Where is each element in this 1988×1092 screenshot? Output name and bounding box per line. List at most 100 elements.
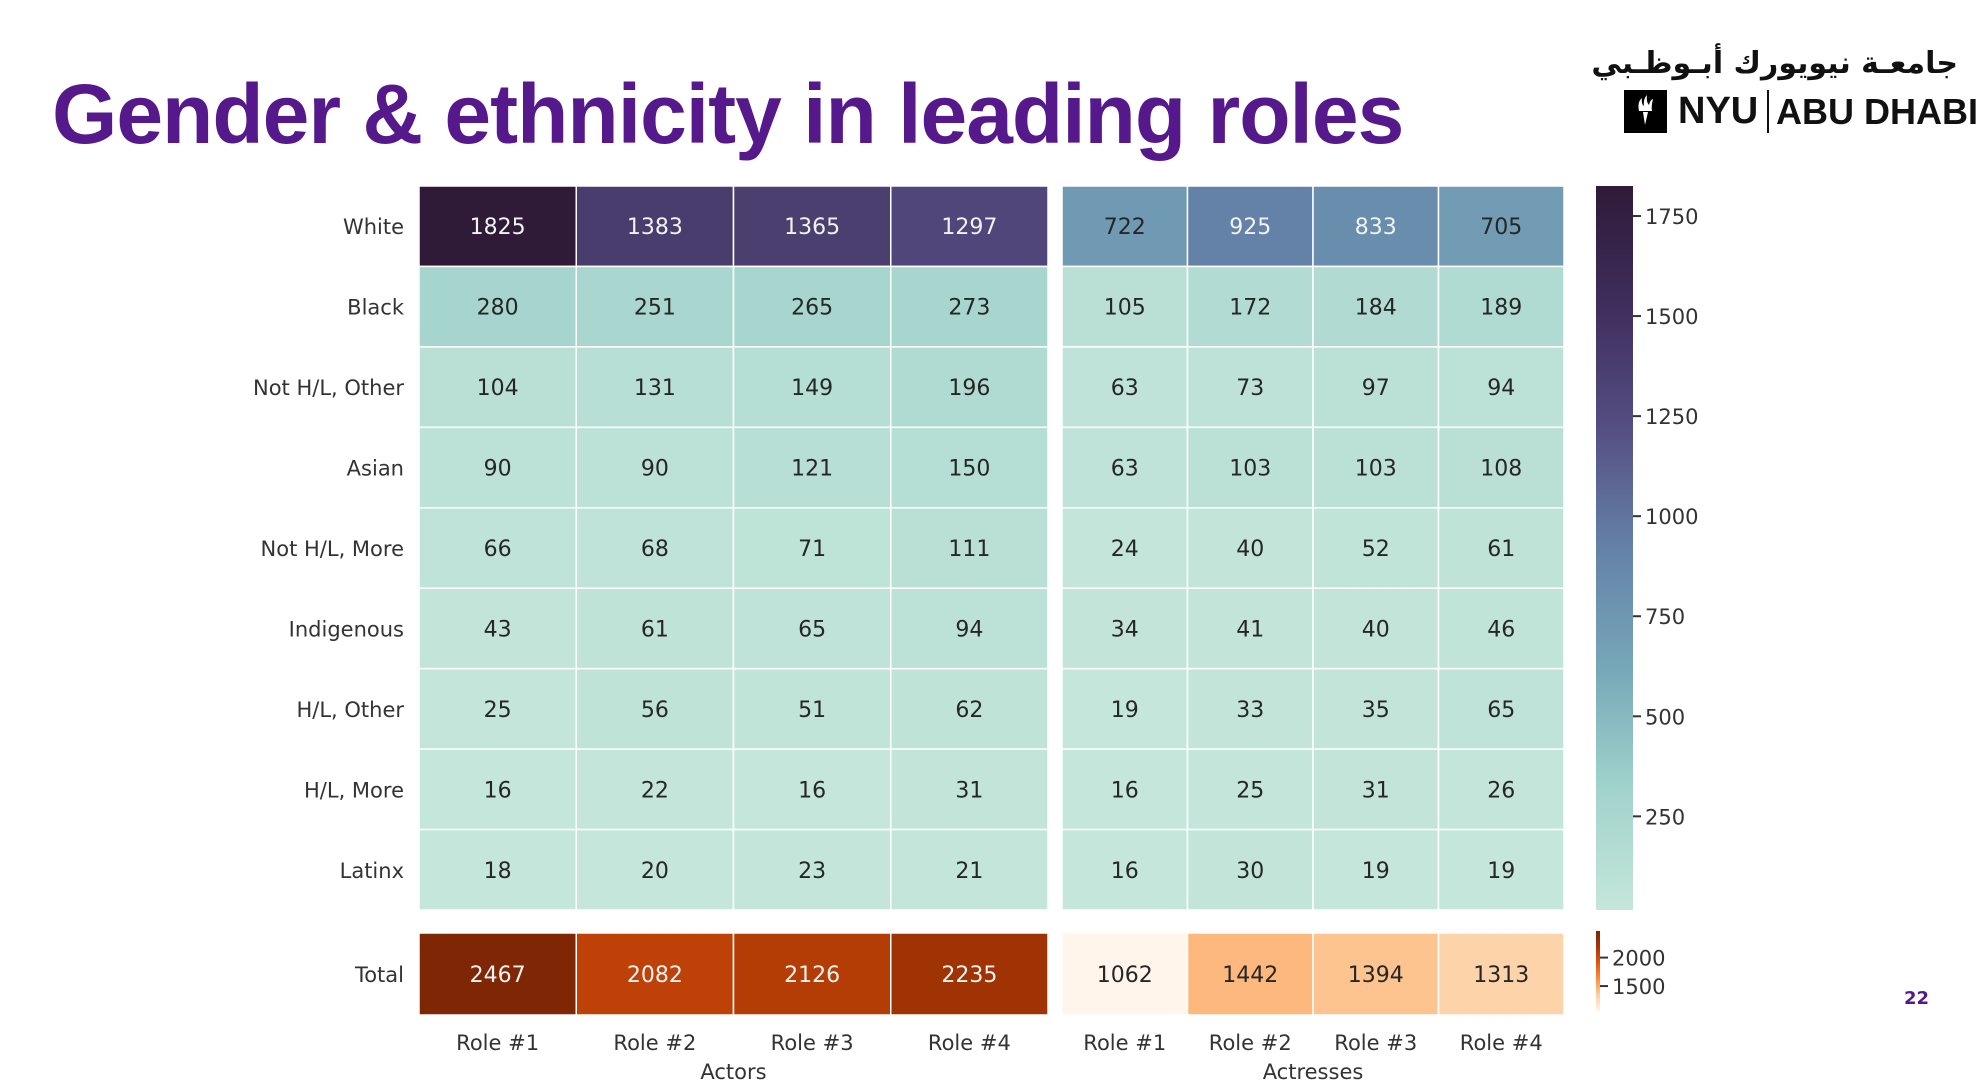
cell-value-label: 24: [1111, 537, 1139, 562]
cell-value-label: 25: [1236, 778, 1264, 803]
cell-value-label: 273: [948, 296, 990, 321]
y-tick-label: White: [343, 215, 404, 239]
cell-value-label: 63: [1111, 376, 1139, 401]
x-tick-label: Role #2: [613, 1031, 696, 1055]
cell-value-label: 46: [1487, 617, 1515, 642]
y-tick-label: Black: [347, 296, 405, 320]
total-cell: [890, 932, 1049, 1016]
cell-value-label: 16: [1111, 859, 1139, 884]
y-tick-label: Not H/L, More: [261, 537, 404, 561]
heatmap-cell: [418, 667, 577, 750]
y-tick-label: H/L, More: [304, 778, 404, 802]
total-cell: [418, 932, 577, 1016]
cell-value-label: 63: [1111, 457, 1139, 482]
total-cell: [1061, 932, 1189, 1016]
cell-value-label: 121: [791, 457, 833, 482]
heatmap-cell: [1186, 346, 1314, 429]
total-colorbar-tick-label: 1500: [1612, 975, 1665, 999]
cell-value-label: 56: [641, 698, 669, 723]
heatmap-cell: [1437, 667, 1565, 750]
cell-value-label: 65: [798, 617, 826, 642]
heatmap-cell: [1186, 265, 1314, 348]
cell-value-label: 30: [1236, 859, 1264, 884]
cell-value-label: 189: [1480, 296, 1522, 321]
total-value-label: 1313: [1473, 963, 1529, 988]
heatmap-cell: [1437, 265, 1565, 348]
cell-value-label: 196: [948, 376, 990, 401]
heatmap-cell: [732, 587, 892, 670]
cell-value-label: 68: [641, 537, 669, 562]
cell-value-label: 71: [798, 537, 826, 562]
heatmap-cell: [732, 507, 892, 589]
nyu-abu-dhabi-logo: جامعـة نيويورك أبـوظـبي NYU ABU DHABI: [1591, 46, 1978, 142]
heatmap-cell: [1312, 346, 1440, 429]
heatmap-cell: [1061, 748, 1189, 831]
colorbars: 250 500 750 1000 1250 1500 1750 1500 2000: [1596, 186, 1698, 1011]
cell-value-label: 73: [1236, 376, 1264, 401]
cell-value-label: 61: [1487, 537, 1515, 562]
heatmap-cell: [732, 667, 892, 750]
cell-value-label: 94: [1487, 376, 1515, 401]
total-colorbar-tick-label: 2000: [1612, 947, 1665, 971]
cell-value-label: 19: [1111, 698, 1139, 723]
colorbar-tick-label: 250: [1645, 805, 1685, 829]
total-value-label: 1062: [1097, 963, 1153, 988]
x-tick-label: Role #2: [1209, 1031, 1292, 1055]
heatmap-cell: [575, 346, 735, 429]
heatmap-cell: [890, 426, 1049, 509]
cell-value-label: 51: [798, 698, 826, 723]
heatmap-cell: [1186, 587, 1314, 670]
total-cell: [1437, 932, 1565, 1016]
cell-value-label: 16: [484, 778, 512, 803]
cell-value-label: 19: [1487, 859, 1515, 884]
heatmap-cell: [1312, 748, 1440, 831]
cell-value-label: 40: [1362, 617, 1390, 642]
cell-value-label: 1365: [784, 215, 840, 240]
x-tick-label: Role #1: [1083, 1031, 1166, 1055]
heatmap-cell: [1312, 185, 1440, 268]
cell-value-label: 925: [1229, 215, 1271, 240]
row-labels: White Black Not H/L, Other Asian Not H/L, Mo…: [253, 215, 405, 987]
cell-value-label: 40: [1236, 537, 1264, 562]
cell-value-label: 1297: [941, 215, 997, 240]
heatmap-cell: [1312, 587, 1440, 670]
cell-value-label: 172: [1229, 296, 1271, 321]
x-tick-label: Role #3: [771, 1031, 854, 1055]
total-value-label: 1394: [1348, 963, 1404, 988]
heatmap-cell: [575, 828, 735, 911]
heatmap-cell: [418, 828, 577, 911]
cell-value-label: 18: [484, 859, 512, 884]
total-cell: [1186, 932, 1314, 1016]
cell-value-label: 94: [955, 617, 983, 642]
cell-value-label: 66: [484, 537, 512, 562]
x-tick-label: Role #3: [1334, 1031, 1417, 1055]
heatmap-cell: [1061, 507, 1189, 589]
heatmap-cell: [890, 346, 1049, 429]
heatmap-cell: [732, 748, 892, 831]
total-row-label: Total: [354, 963, 404, 987]
cell-value-label: 705: [1480, 215, 1522, 240]
total-cell: [575, 932, 735, 1016]
heatmap-cell: [890, 748, 1049, 831]
x-tick-label: Role #4: [1460, 1031, 1543, 1055]
cell-value-label: 265: [791, 296, 833, 321]
heatmap-cell: [1312, 828, 1440, 911]
heatmap-cell: [1186, 185, 1314, 268]
torch-icon: [1624, 90, 1667, 133]
x-tick-label: Role #4: [928, 1031, 1011, 1055]
heatmap-cell: [732, 426, 892, 509]
x-tick-label: Role #1: [456, 1031, 539, 1055]
total-value-label: 2467: [470, 963, 526, 988]
total-value-label: 2126: [784, 963, 840, 988]
heatmap-cell: [1186, 828, 1314, 911]
heatmap-cell: [418, 587, 577, 670]
total-value-label: 2082: [627, 963, 683, 988]
cell-value-label: 103: [1355, 457, 1397, 482]
heatmap-cell: [890, 587, 1049, 670]
heatmap-cell: [890, 265, 1049, 348]
cell-value-label: 90: [641, 457, 669, 482]
cell-value-label: 41: [1236, 617, 1264, 642]
